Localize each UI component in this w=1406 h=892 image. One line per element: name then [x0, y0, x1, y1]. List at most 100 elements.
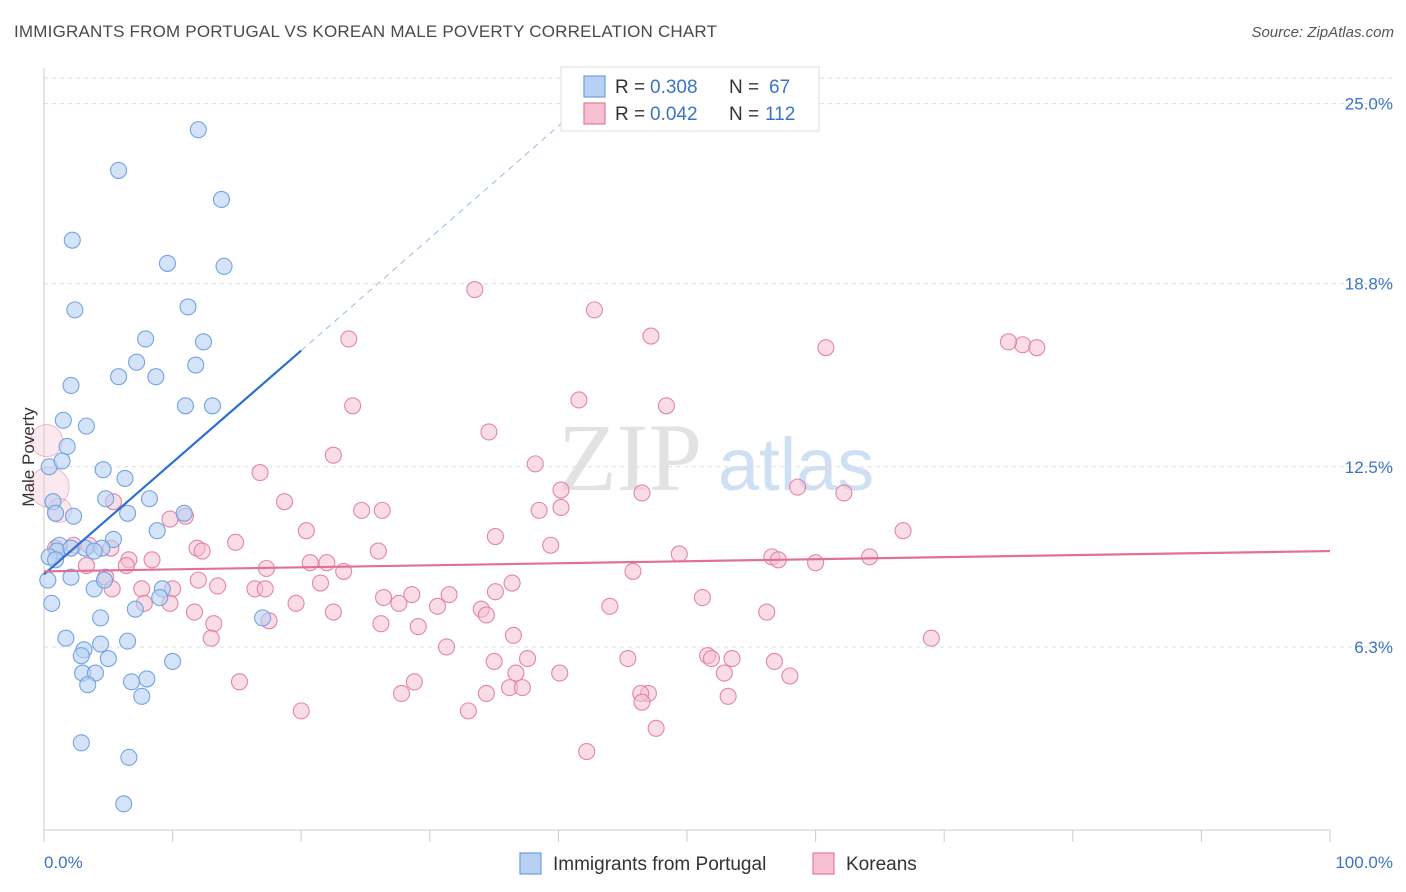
legend-n-label-blue: N = — [729, 77, 759, 98]
korean-point — [227, 533, 245, 551]
portugal-point — [137, 330, 155, 348]
portugal-points — [39, 121, 272, 813]
korean-point — [409, 618, 427, 636]
korean-point — [297, 522, 315, 540]
korean-point — [619, 650, 637, 668]
legend-n-label-pink: N = — [729, 104, 759, 125]
korean-point — [318, 554, 336, 572]
korean-point — [477, 606, 495, 624]
korean-point — [440, 586, 458, 604]
legend-r-label-blue: R = — [615, 77, 645, 98]
korean-point — [624, 562, 642, 580]
portugal-point — [151, 588, 169, 607]
portugal-point — [194, 333, 213, 351]
korean-point — [189, 571, 207, 589]
korean-point — [894, 522, 912, 540]
portugal-point — [94, 461, 112, 479]
korean-point — [601, 597, 619, 615]
korean-point — [133, 580, 151, 598]
legend-n-value-pink: 112 — [765, 104, 795, 125]
portugal-point — [110, 161, 128, 179]
y-tick-label: 25.0% — [1345, 95, 1393, 114]
korean-point — [507, 664, 525, 682]
portugal-point — [158, 254, 177, 272]
korean-point — [578, 742, 596, 761]
portugal-point — [176, 397, 195, 415]
korean-point — [551, 664, 569, 682]
source-credit: Source: ZipAtlas.com — [1251, 24, 1394, 41]
portugal-point — [47, 504, 65, 522]
y-axis-label: Male Poverty — [19, 407, 38, 507]
korean-point — [781, 667, 799, 685]
korean-point — [340, 330, 358, 348]
korean-point — [513, 679, 531, 697]
korean-point — [369, 542, 387, 560]
korean-point — [657, 397, 675, 415]
korean-point — [647, 719, 665, 737]
korean-point — [670, 545, 688, 563]
portugal-point — [119, 504, 137, 522]
portugal-point — [92, 635, 110, 653]
korean-point — [693, 588, 711, 607]
portugal-point — [85, 542, 103, 560]
legend-swatch-blue — [583, 75, 606, 98]
korean-point — [344, 397, 362, 415]
portugal-point — [66, 301, 84, 319]
korean-point — [807, 554, 825, 572]
korean-point — [642, 327, 660, 345]
portugal-point — [138, 670, 156, 688]
legend-r-value-blue: 0.308 — [650, 77, 698, 98]
portugal-point — [72, 647, 90, 665]
korean-point — [256, 580, 274, 598]
portugal-point — [189, 121, 207, 139]
korean-point — [466, 280, 484, 299]
korean-point — [428, 597, 447, 615]
korean-point — [835, 484, 853, 502]
korean-point — [723, 650, 741, 668]
portugal-trend-line — [43, 349, 302, 576]
korean-point — [390, 594, 408, 612]
korean-point — [765, 652, 783, 671]
y-tick-label: 18.8% — [1345, 275, 1393, 294]
bottom-legend-swatch-blue — [519, 852, 542, 875]
korean-point — [999, 333, 1018, 351]
korean-point — [292, 702, 310, 720]
korean-point — [143, 551, 161, 569]
korean-point — [922, 629, 940, 647]
korean-point — [403, 586, 421, 604]
korean-point — [1014, 336, 1032, 354]
korean-point — [392, 684, 411, 702]
korean-point — [542, 536, 560, 554]
korean-point — [485, 652, 503, 671]
korean-point — [480, 423, 498, 441]
korean-point — [324, 446, 342, 464]
portugal-point — [43, 594, 61, 612]
korean-point — [503, 574, 521, 592]
korean-point — [585, 301, 603, 319]
legend-n-value-blue: 67 — [769, 77, 790, 98]
korean-point — [287, 594, 305, 612]
korean-point — [702, 650, 720, 668]
korean-point — [205, 615, 223, 633]
korean-point — [504, 626, 522, 644]
korean-point — [374, 588, 393, 607]
korean-point — [251, 464, 269, 482]
portugal-point — [62, 539, 80, 557]
korean-point — [861, 548, 879, 566]
korean-point — [715, 664, 733, 682]
portugal-point — [119, 632, 137, 650]
y-tick-labels: 6.3% 12.5% 18.8% 25.0% — [1345, 95, 1393, 657]
korean-point — [353, 501, 371, 519]
portugal-point — [179, 298, 197, 316]
watermark-zip: ZIP — [558, 404, 702, 511]
korean-point — [437, 638, 456, 656]
portugal-point — [58, 437, 76, 456]
portugal-point — [72, 734, 90, 752]
portugal-point — [79, 676, 97, 694]
trend-lines — [43, 103, 1331, 576]
korean-point — [477, 684, 495, 702]
x-tick-label-min: 0.0% — [44, 853, 83, 872]
x-tick-label-max: 100.0% — [1335, 853, 1393, 872]
portugal-point — [147, 368, 165, 386]
korean-point — [486, 527, 504, 546]
